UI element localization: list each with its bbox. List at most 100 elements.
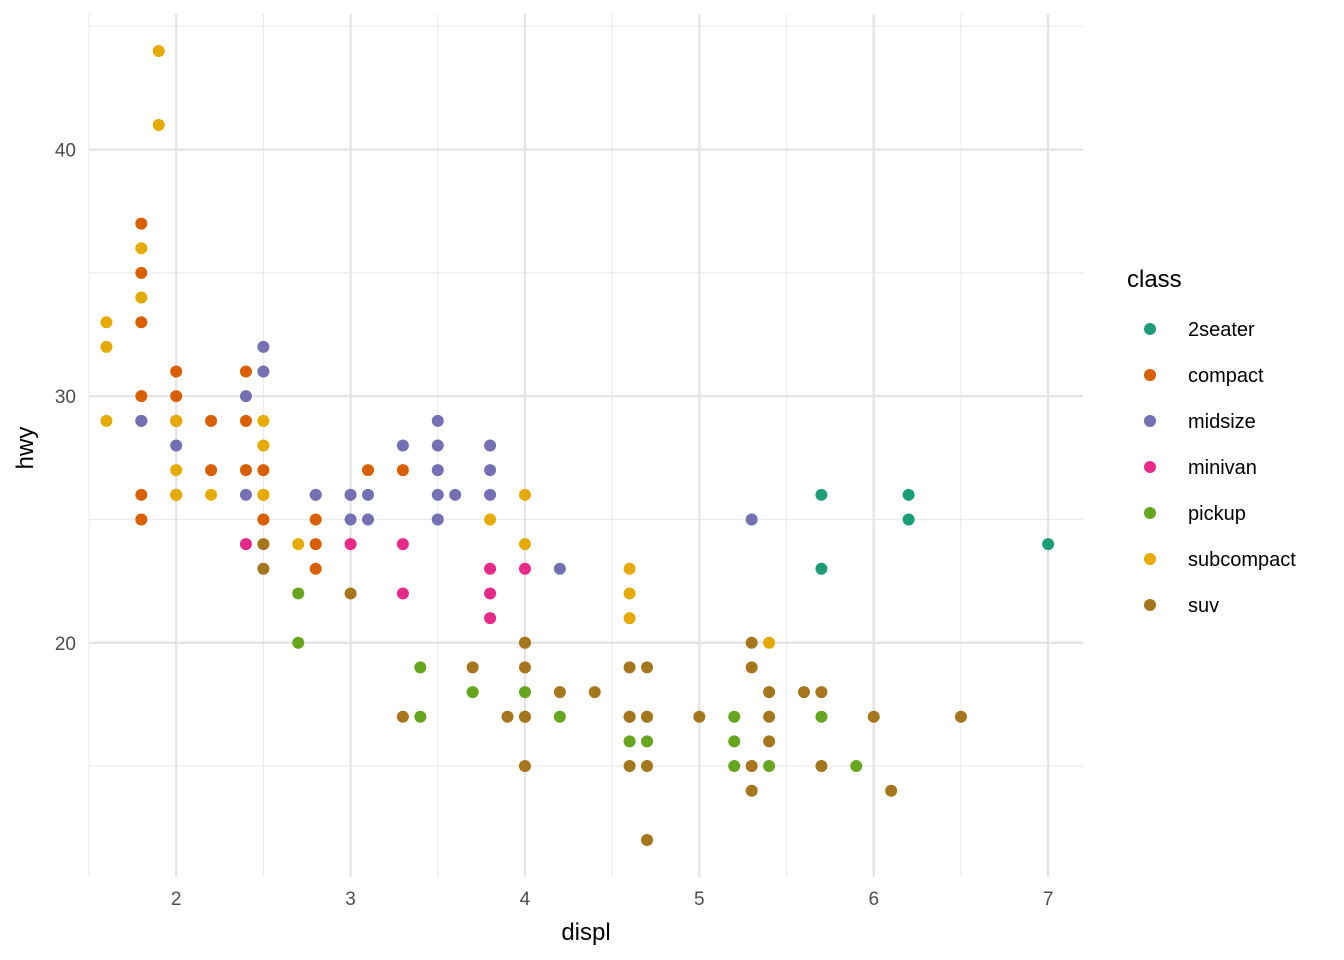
- point-pickup: [623, 735, 636, 748]
- y-axis-ticks: 20 30 40: [55, 141, 76, 655]
- point-suv: [641, 661, 654, 674]
- point-suv: [763, 686, 776, 699]
- point-compact: [135, 217, 148, 230]
- point-midsize: [362, 488, 375, 501]
- point-suv: [867, 710, 880, 723]
- point-midsize: [484, 488, 497, 501]
- point-pickup: [414, 710, 427, 723]
- point-suv: [763, 710, 776, 723]
- x-axis-ticks: 2 3 4 5 6 7: [171, 889, 1054, 910]
- point-suv: [518, 661, 531, 674]
- point-compact: [135, 316, 148, 329]
- legend-label-midsize: midsize: [1188, 411, 1256, 433]
- point-suv: [641, 834, 654, 847]
- point-2seater: [902, 488, 915, 501]
- point-midsize: [431, 513, 444, 526]
- point-suv: [553, 686, 566, 699]
- point-suv: [518, 636, 531, 649]
- point-pickup: [728, 710, 741, 723]
- point-midsize: [257, 340, 270, 353]
- point-midsize: [431, 414, 444, 427]
- legend-key-midsize: [1144, 415, 1156, 427]
- point-midsize: [449, 488, 462, 501]
- point-pickup: [815, 710, 828, 723]
- point-midsize: [257, 365, 270, 378]
- point-midsize: [239, 390, 252, 403]
- point-pickup: [466, 686, 479, 699]
- point-subcompact: [100, 340, 113, 353]
- point-subcompact: [763, 636, 776, 649]
- point-subcompact: [292, 538, 305, 551]
- point-subcompact: [484, 513, 497, 526]
- point-midsize: [344, 513, 357, 526]
- point-compact: [239, 464, 252, 477]
- point-subcompact: [152, 118, 165, 131]
- point-midsize: [135, 414, 148, 427]
- x-tick-label: 6: [868, 889, 879, 910]
- point-subcompact: [257, 488, 270, 501]
- x-tick-label: 3: [345, 889, 356, 910]
- point-midsize: [239, 488, 252, 501]
- point-compact: [309, 562, 322, 575]
- data-points: [100, 44, 1055, 847]
- point-midsize: [745, 513, 758, 526]
- point-suv: [257, 562, 270, 575]
- point-suv: [623, 661, 636, 674]
- point-suv: [396, 710, 409, 723]
- legend-key-2seater: [1144, 323, 1156, 335]
- point-suv: [763, 735, 776, 748]
- point-compact: [135, 488, 148, 501]
- point-pickup: [518, 686, 531, 699]
- point-2seater: [1042, 538, 1055, 551]
- minor-gridlines: [88, 14, 1083, 877]
- point-subcompact: [257, 439, 270, 452]
- point-pickup: [763, 760, 776, 773]
- x-tick-label: 4: [520, 889, 531, 910]
- point-midsize: [396, 439, 409, 452]
- point-pickup: [292, 587, 305, 600]
- point-compact: [362, 464, 375, 477]
- y-axis-title: hwy: [12, 427, 39, 470]
- point-subcompact: [170, 464, 183, 477]
- point-pickup: [641, 735, 654, 748]
- y-tick-label: 40: [55, 141, 76, 162]
- y-tick-label: 20: [55, 634, 76, 655]
- point-subcompact: [152, 44, 165, 57]
- point-suv: [466, 661, 479, 674]
- x-tick-label: 7: [1043, 889, 1054, 910]
- point-subcompact: [170, 488, 183, 501]
- point-minivan: [396, 587, 409, 600]
- point-subcompact: [100, 414, 113, 427]
- point-suv: [623, 760, 636, 773]
- legend-key-compact: [1144, 369, 1156, 381]
- y-tick-label: 30: [55, 387, 76, 408]
- point-midsize: [553, 562, 566, 575]
- point-midsize: [484, 439, 497, 452]
- point-subcompact: [623, 562, 636, 575]
- point-compact: [170, 390, 183, 403]
- legend-label-minivan: minivan: [1188, 457, 1257, 479]
- point-subcompact: [518, 538, 531, 551]
- point-pickup: [850, 760, 863, 773]
- point-suv: [518, 710, 531, 723]
- point-compact: [257, 464, 270, 477]
- point-pickup: [414, 661, 427, 674]
- point-midsize: [344, 488, 357, 501]
- point-suv: [257, 538, 270, 551]
- point-compact: [309, 538, 322, 551]
- legend-key-subcompact: [1144, 553, 1156, 565]
- point-suv: [745, 760, 758, 773]
- point-minivan: [484, 587, 497, 600]
- point-pickup: [553, 710, 566, 723]
- point-compact: [205, 464, 218, 477]
- point-subcompact: [518, 488, 531, 501]
- point-midsize: [431, 488, 444, 501]
- point-compact: [135, 266, 148, 279]
- point-compact: [205, 414, 218, 427]
- point-pickup: [292, 636, 305, 649]
- point-subcompact: [623, 612, 636, 625]
- x-axis-title: displ: [561, 919, 610, 946]
- point-suv: [501, 710, 514, 723]
- legend-label-pickup: pickup: [1188, 503, 1246, 525]
